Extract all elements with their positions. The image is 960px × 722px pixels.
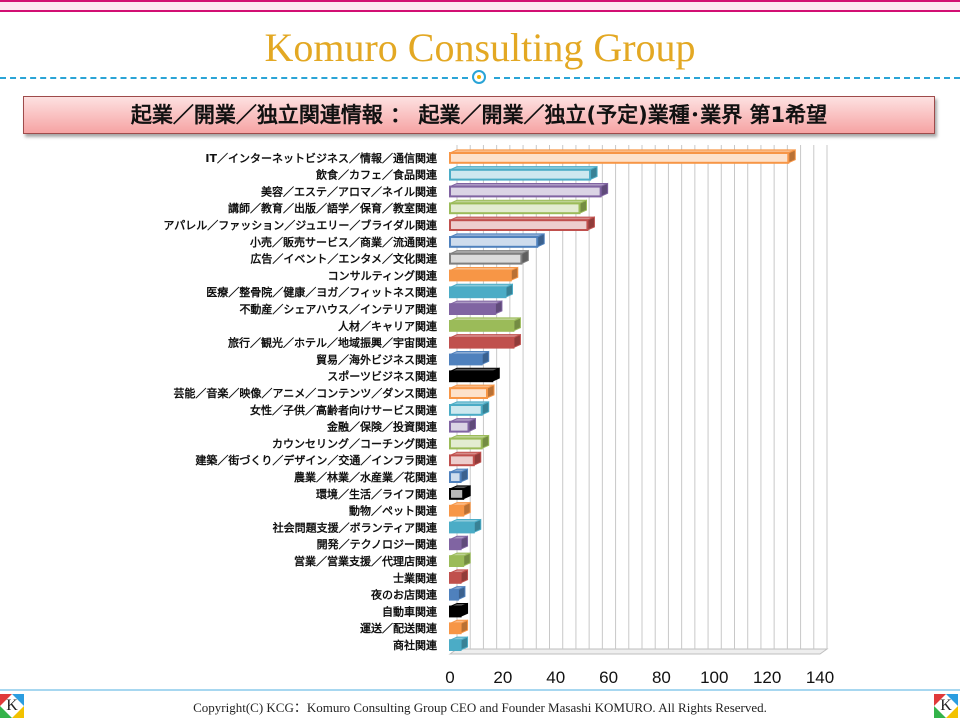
category-label: 自動車関連 [382, 604, 438, 618]
category-label: 旅行／観光／ホテル／地域振興／宇宙関連 [228, 336, 438, 350]
logo-letter: K [6, 697, 18, 714]
footer-divider [0, 689, 960, 691]
title-divider-left [0, 77, 468, 79]
bar [449, 572, 462, 584]
kcg-logo-left-icon: K [0, 694, 24, 718]
category-label: 女性／子供／高齢者向けサービス関連 [250, 403, 438, 417]
category-label: 夜のお店関連 [370, 588, 438, 602]
bar [449, 370, 494, 383]
category-label: 環境／生活／ライフ関連 [316, 487, 438, 501]
bar [449, 488, 465, 500]
x-tick-label: 140 [806, 668, 834, 687]
bar [449, 404, 483, 416]
subtitle-text: 起業／開業／独立関連情報 ： 起業／開業／独立(予定)業種･業界 第1希望 [130, 103, 828, 127]
bar [449, 303, 496, 315]
category-label: スポーツビジネス関連 [327, 369, 438, 383]
bar [449, 185, 602, 198]
category-label: 講師／教育／出版／語学／保育／教室関連 [228, 201, 438, 215]
x-tick-label: 80 [652, 668, 671, 687]
kcg-logo-right-icon: K [934, 694, 958, 718]
bar [449, 521, 475, 534]
x-tick-label: 0 [445, 668, 454, 687]
category-label: 貿易／海外ビジネス関連 [316, 352, 438, 366]
bar [449, 437, 483, 450]
subtitle-banner: 起業／開業／独立関連情報 ： 起業／開業／独立(予定)業種･業界 第1希望 [23, 96, 935, 134]
category-label: 建築／街づくり／デザイン／交通／インフラ関連 [195, 453, 438, 467]
bar [449, 454, 475, 467]
x-tick-label: 40 [546, 668, 565, 687]
copyright-text: Copyright(C) KCG：Komuro Consulting Group… [193, 700, 767, 715]
category-label: コンサルティング関連 [328, 268, 438, 282]
x-tick-label: 60 [599, 668, 618, 687]
bar [449, 605, 462, 618]
category-label: 芸能／音楽／映像／アニメ／コンテンツ／ダンス関連 [173, 386, 438, 400]
bar [449, 588, 459, 601]
category-label: IT／インターネットビジネス／情報／通信関連 [205, 151, 438, 165]
chart-floor [448, 648, 829, 655]
category-label: 運送／配送関連 [360, 621, 438, 635]
category-label: 不動産／シェアハウス／インテリア関連 [239, 302, 438, 316]
category-label: 広告／イベント／エンタメ／文化関連 [250, 252, 438, 266]
bar [449, 320, 515, 332]
category-label: 小売／販売サービス／商業／流通関連 [249, 235, 438, 249]
category-label: 医療／整骨院／健康／ヨガ／フィットネス関連 [206, 285, 438, 299]
x-tick-label: 120 [753, 668, 781, 687]
top-accent-bar [0, 0, 960, 20]
bar [449, 353, 483, 366]
bar [449, 269, 512, 282]
logo-letter: K [940, 697, 952, 714]
category-label: 飲食／カフェ／食品関連 [315, 168, 438, 182]
bar [449, 219, 589, 231]
bar [449, 622, 462, 635]
bar [449, 236, 539, 248]
category-label: 士業関連 [393, 571, 438, 585]
category-label: 動物／ペット関連 [349, 504, 438, 518]
bar [449, 152, 790, 164]
bar [449, 639, 462, 652]
bar [449, 336, 515, 349]
x-tick-label: 100 [700, 668, 728, 687]
category-label: 社会問題支援／ボランティア関連 [272, 520, 438, 534]
bar [449, 504, 465, 517]
bar [449, 286, 507, 299]
bar [449, 387, 488, 399]
category-label: 人材／キャリア関連 [338, 319, 438, 333]
bar [449, 168, 592, 181]
bar [449, 471, 462, 484]
x-tick-label: 20 [493, 668, 512, 687]
category-label: 美容／エステ／アロマ／ネイル関連 [261, 184, 438, 198]
category-label: 金融／保険／投資関連 [326, 420, 438, 434]
category-label: 営業／営業支援／代理店関連 [294, 554, 438, 568]
bar [449, 202, 581, 215]
category-label: 商社関連 [393, 638, 438, 652]
category-label: 開発／テクノロジー関連 [317, 537, 438, 551]
divider-ornament-icon [472, 70, 486, 84]
page-title: Komuro Consulting Group [264, 25, 696, 70]
category-label: 農業／林業／水産業／花関連 [294, 470, 438, 484]
bar [449, 555, 465, 568]
category-label: アパレル／ファッション／ジュエリー／ブライダル関連 [163, 218, 438, 232]
industry-bar-chart: 0 20 40 60 80 100 120 140 IT／インターネットビジネス／情報／通信関連… [163, 145, 834, 687]
category-label: カウンセリング／コーチング関連 [272, 436, 438, 450]
bar [449, 252, 523, 265]
bar [449, 420, 470, 433]
title-divider-right [494, 77, 960, 79]
bar [449, 538, 462, 551]
